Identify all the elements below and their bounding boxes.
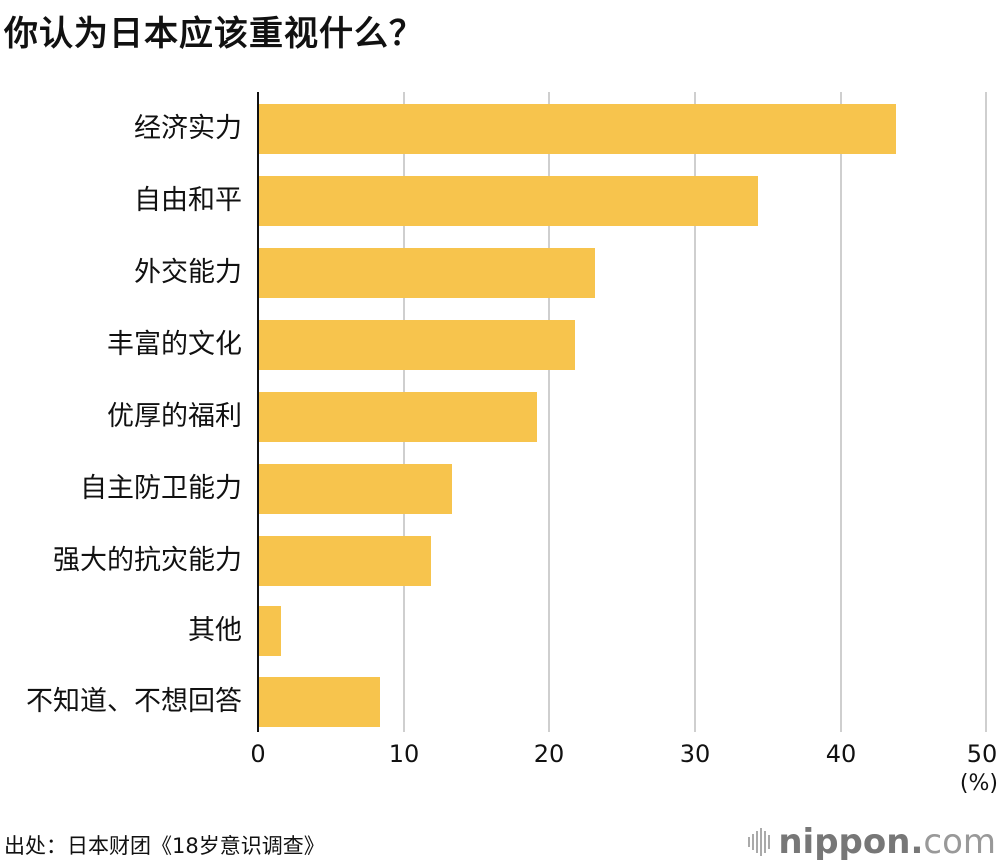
gridline-40: [840, 92, 842, 732]
category-label: 优厚的福利: [107, 401, 242, 432]
bar: [259, 176, 758, 226]
gridline-50: [985, 92, 987, 732]
category-label: 强大的抗灾能力: [53, 545, 242, 576]
source-note: 出处：日本财团《18岁意识调查》: [4, 834, 325, 858]
x-tick: 40: [825, 740, 857, 768]
y-axis-line: [257, 92, 259, 732]
bar: [259, 677, 380, 727]
category-label: 自主防卫能力: [80, 473, 242, 504]
category-label: 经济实力: [134, 113, 242, 144]
category-label: 外交能力: [134, 257, 242, 288]
chart-title: 你认为日本应该重视什么？: [4, 14, 424, 54]
bar: [259, 606, 281, 656]
sound-wave-icon: [748, 828, 771, 856]
x-tick: 30: [679, 740, 711, 768]
category-label: 自由和平: [134, 185, 242, 216]
category-label: 不知道、不想回答: [26, 686, 242, 717]
bar: [259, 104, 896, 154]
gridline-20: [548, 92, 550, 732]
x-tick: 0: [250, 740, 266, 768]
x-axis-unit: (%): [959, 771, 998, 796]
bar: [259, 464, 452, 514]
category-label: 丰富的文化: [107, 329, 242, 360]
x-tick: 20: [533, 740, 565, 768]
bar: [259, 320, 575, 370]
bar: [259, 536, 431, 586]
logo-wordmark: nippon.com: [778, 822, 996, 862]
x-tick: 10: [388, 740, 420, 768]
x-tick: 50: [966, 740, 998, 768]
bar: [259, 392, 537, 442]
bar: [259, 248, 595, 298]
gridline-30: [694, 92, 696, 732]
category-label: 其他: [188, 615, 242, 646]
nippon-logo: nippon.com: [748, 822, 996, 862]
